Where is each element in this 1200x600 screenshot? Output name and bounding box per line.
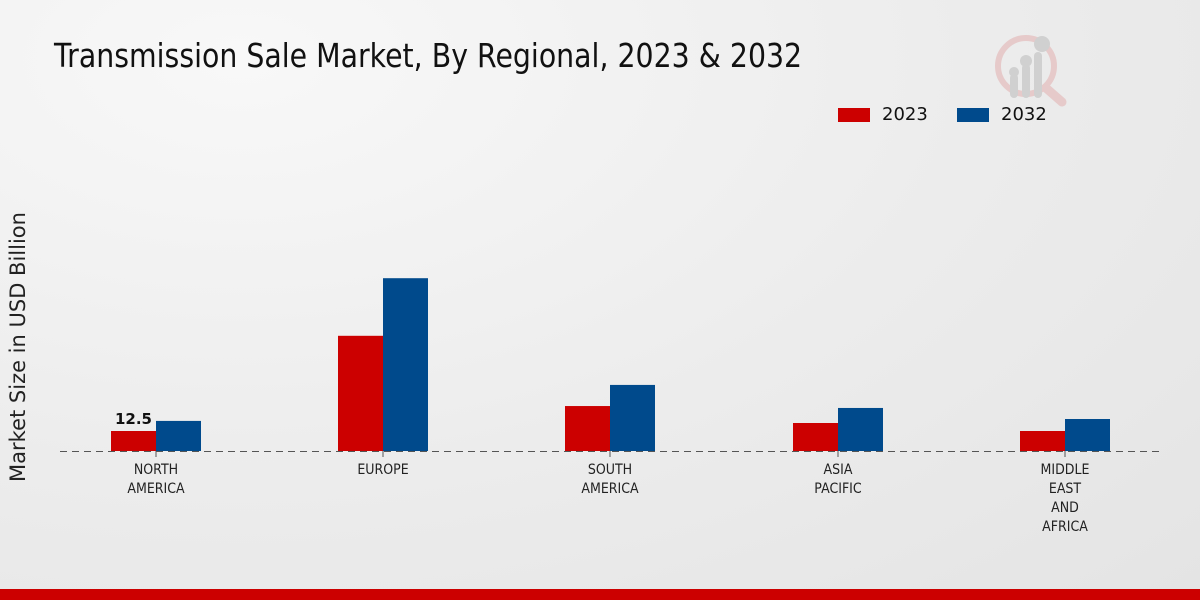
bar-2032-0: [156, 420, 201, 451]
bar-2032-3: [838, 407, 883, 451]
x-tick-label: NORTH: [134, 462, 178, 478]
logo-icon: [995, 35, 1067, 107]
x-tick-label: AFRICA: [1042, 519, 1088, 535]
x-tick-label: PACIFIC: [814, 481, 861, 497]
data-label: 12.5: [115, 410, 152, 428]
x-tick-label: AMERICA: [581, 481, 638, 497]
x-tick-label: MIDDLE: [1041, 462, 1090, 478]
bar-2023-0: [111, 431, 156, 451]
chart-title: Transmission Sale Market, By Regional, 2…: [54, 36, 803, 75]
x-tick-label: AND: [1051, 500, 1079, 516]
x-tick-label: EUROPE: [357, 462, 408, 478]
bar-2023-1: [338, 335, 383, 451]
x-tick-label: EAST: [1049, 481, 1082, 497]
x-tick-label: AMERICA: [127, 481, 184, 497]
bar-2032-2: [610, 384, 655, 451]
bar-2023-2: [565, 406, 610, 451]
legend-label: 2032: [1001, 104, 1047, 125]
bar-2032-4: [1065, 419, 1110, 451]
bar-2023-4: [1020, 431, 1065, 451]
bar-2032-1: [383, 278, 428, 451]
legend-swatch-2032: [957, 107, 989, 122]
bar-2023-3: [793, 423, 838, 451]
x-tick-label: SOUTH: [588, 462, 632, 478]
legend-swatch-2023: [838, 107, 870, 122]
footer-bar: [0, 589, 1200, 600]
legend-item-2032: 2032: [957, 104, 1047, 125]
legend-label: 2023: [882, 104, 928, 125]
x-tick-label: ASIA: [824, 462, 853, 478]
legend-item-2023: 2023: [838, 104, 928, 125]
